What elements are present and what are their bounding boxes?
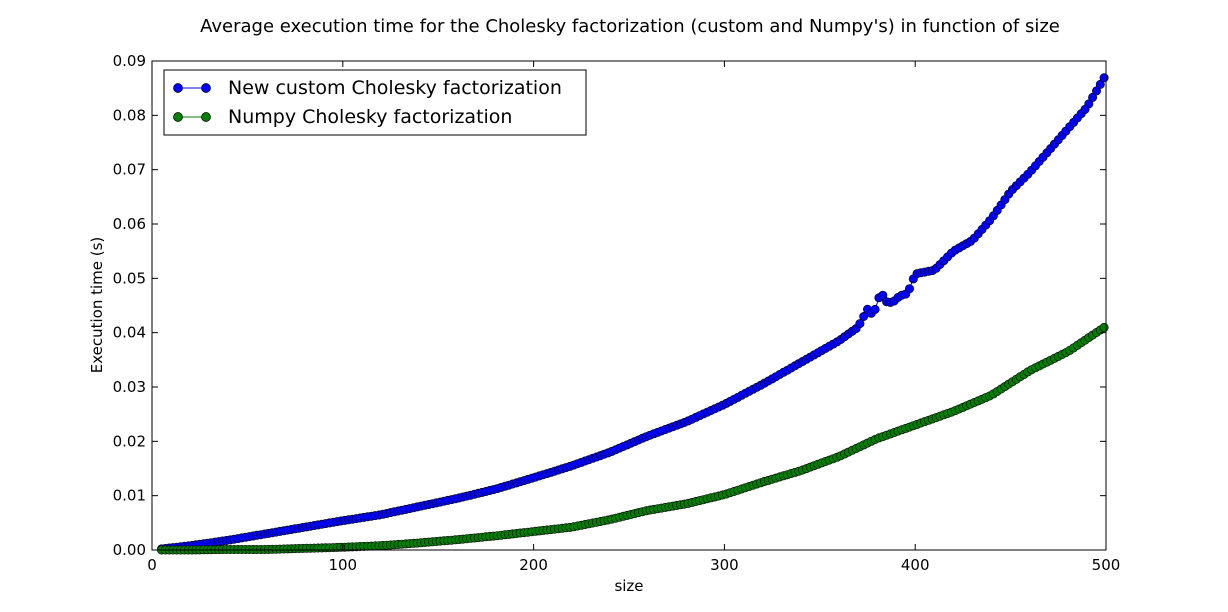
y-tick-label: 0.05 bbox=[113, 269, 146, 287]
axis-ticks: 0 100 200 300 400 500 0.00 0.01 0.02 0.03 0.04 0.05… bbox=[113, 52, 1121, 574]
data-point bbox=[904, 284, 914, 294]
legend-marker-custom bbox=[173, 83, 183, 93]
legend-box bbox=[163, 69, 587, 136]
y-tick-label: 0.01 bbox=[113, 487, 146, 505]
x-tick-label: 0 bbox=[147, 556, 157, 574]
legend-label-custom: New custom Cholesky factorization bbox=[228, 77, 562, 99]
x-axis-title: size bbox=[614, 577, 643, 595]
legend-label-numpy: Numpy Cholesky factorization bbox=[228, 106, 512, 128]
plot-frame bbox=[151, 60, 1107, 551]
y-tick-label: 0.03 bbox=[113, 378, 146, 396]
y-tick-label: 0.08 bbox=[113, 106, 146, 124]
legend-marker-numpy-end bbox=[201, 112, 211, 122]
data-point bbox=[859, 311, 869, 321]
y-tick-label: 0.06 bbox=[113, 215, 146, 233]
y-tick-label: 0.07 bbox=[113, 161, 146, 179]
plot-area bbox=[157, 73, 1109, 555]
x-tick-label: 300 bbox=[710, 556, 739, 574]
y-tick-label: 0.02 bbox=[113, 432, 146, 450]
series-numpy bbox=[157, 322, 1109, 555]
x-tick-label: 100 bbox=[328, 556, 357, 574]
y-tick-label: 0.09 bbox=[113, 52, 146, 70]
legend: New custom Cholesky factorization Numpy … bbox=[163, 69, 587, 136]
chart-title: Average execution time for the Cholesky … bbox=[200, 16, 1060, 37]
series-custom bbox=[157, 73, 1109, 554]
data-point bbox=[1088, 92, 1098, 102]
data-point bbox=[1099, 322, 1109, 332]
data-point bbox=[1099, 73, 1109, 83]
legend-marker-custom-end bbox=[201, 83, 211, 93]
data-point bbox=[855, 319, 865, 329]
x-tick-label: 400 bbox=[901, 556, 930, 574]
data-point bbox=[870, 304, 880, 314]
x-tick-label: 200 bbox=[519, 556, 548, 574]
x-tick-label: 500 bbox=[1092, 556, 1121, 574]
y-tick-label: 0.00 bbox=[113, 541, 146, 559]
legend-marker-numpy bbox=[173, 112, 183, 122]
y-axis-title: Execution time (s) bbox=[88, 237, 106, 374]
series-line bbox=[161, 77, 1105, 550]
y-tick-label: 0.04 bbox=[113, 324, 146, 342]
